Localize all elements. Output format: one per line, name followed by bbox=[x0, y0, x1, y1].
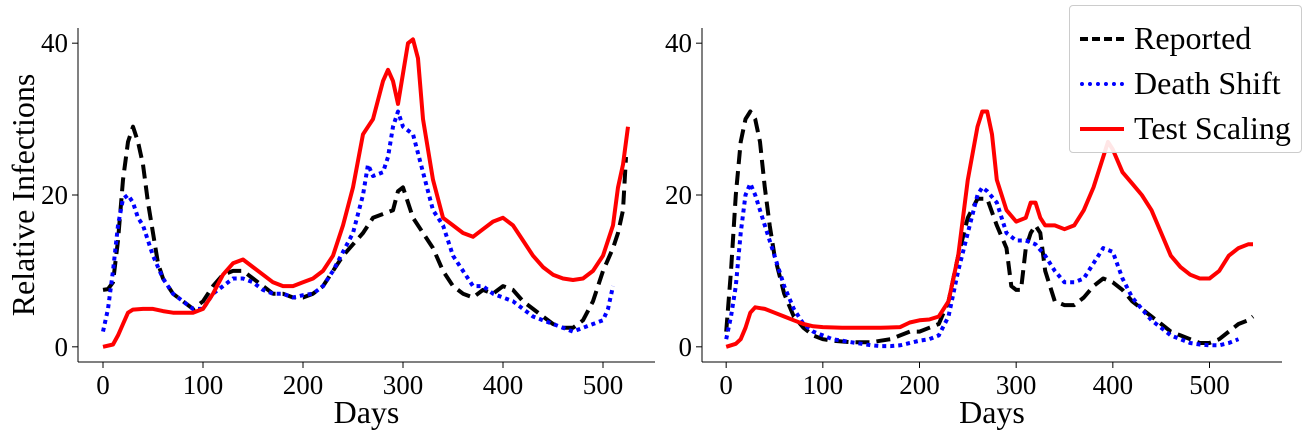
y-tick-label: 0 bbox=[679, 332, 693, 362]
x-tick-label: 200 bbox=[899, 370, 940, 400]
y-tick-label: 40 bbox=[665, 28, 692, 58]
x-tick-label: 0 bbox=[719, 370, 733, 400]
y-tick-label: 20 bbox=[665, 180, 692, 210]
x-tick-label: 100 bbox=[183, 370, 224, 400]
legend-label-test-scaling: Test Scaling bbox=[1134, 110, 1291, 146]
x-tick-label: 400 bbox=[1093, 370, 1134, 400]
legend: Reported Death Shift Test Scaling bbox=[1069, 5, 1302, 153]
x-tick-label: 500 bbox=[1189, 370, 1230, 400]
x-tick-label: 200 bbox=[283, 370, 324, 400]
y-tick-label: 40 bbox=[41, 28, 68, 58]
x-tick-label: 300 bbox=[996, 370, 1037, 400]
legend-item-reported: Reported bbox=[1070, 18, 1301, 58]
x-tick-label: 100 bbox=[803, 370, 844, 400]
x-tick-label: 300 bbox=[383, 370, 424, 400]
right-chart: 0 100 200 300 400 500 0 20 40 Days bbox=[665, 28, 1282, 430]
legend-label-death-shift: Death Shift bbox=[1134, 65, 1281, 101]
series-line-reported bbox=[102, 124, 628, 330]
series-line-test-scaling bbox=[102, 37, 630, 349]
series-line-death-shift bbox=[101, 109, 615, 334]
series-line-death-shift bbox=[724, 181, 1240, 349]
legend-swatch-reported bbox=[1080, 37, 1124, 41]
legend-item-death-shift: Death Shift bbox=[1070, 63, 1301, 103]
series-line-test-scaling bbox=[725, 109, 1253, 349]
y-tick-label: 20 bbox=[41, 180, 68, 210]
x-tick-label: 0 bbox=[96, 370, 110, 400]
legend-swatch-death-shift bbox=[1080, 82, 1124, 86]
x-tick-label: 500 bbox=[583, 370, 624, 400]
y-axis-label: Relative Infections bbox=[5, 74, 41, 317]
left-chart: 0 100 200 300 400 500 0 20 40 Days Relative Infect… bbox=[5, 28, 655, 430]
x-tick-label: 400 bbox=[483, 370, 524, 400]
x-axis-label: Days bbox=[334, 394, 400, 430]
y-tick-label: 0 bbox=[55, 332, 69, 362]
legend-label-reported: Reported bbox=[1134, 20, 1252, 56]
legend-swatch-test-scaling bbox=[1080, 127, 1124, 131]
legend-item-test-scaling: Test Scaling bbox=[1070, 108, 1301, 148]
x-axis-label: Days bbox=[959, 394, 1025, 430]
